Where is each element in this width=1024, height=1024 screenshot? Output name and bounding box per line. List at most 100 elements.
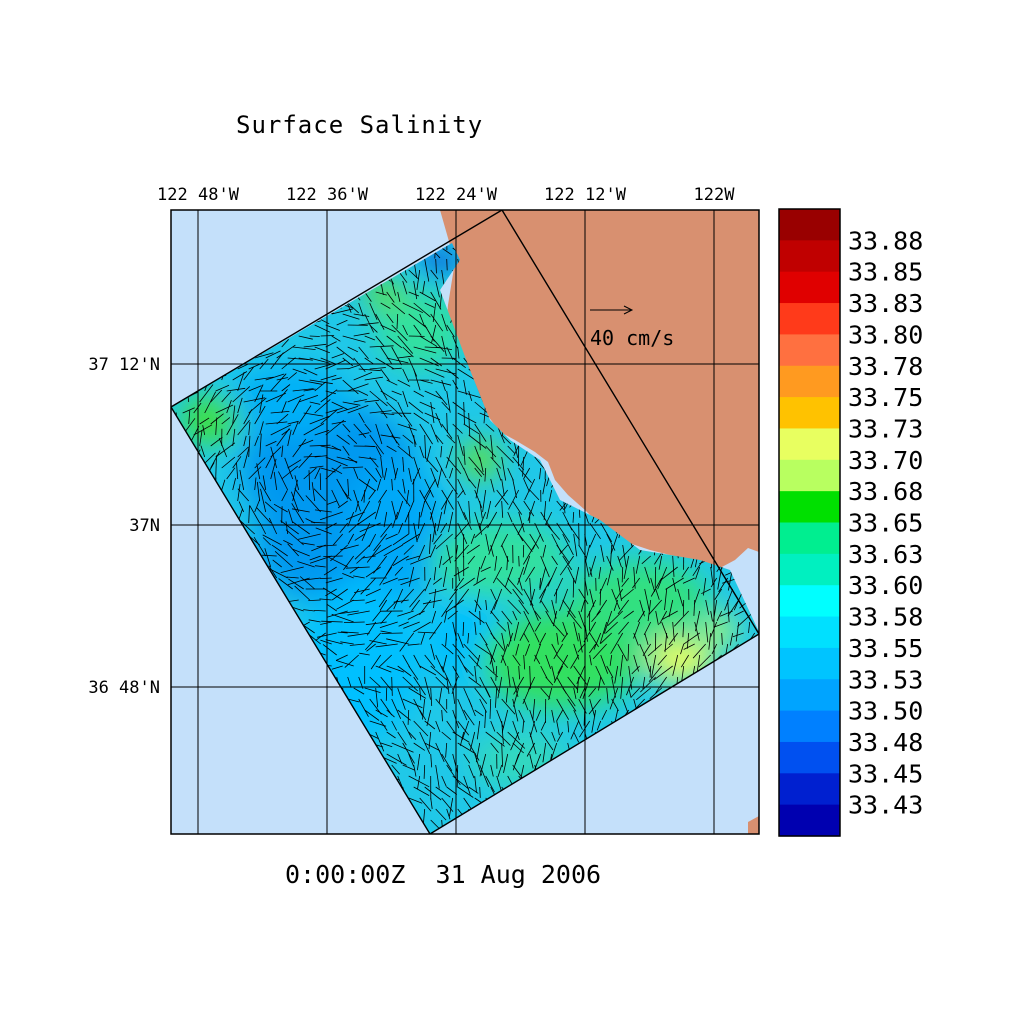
current-vector <box>615 588 624 600</box>
current-vector <box>556 709 564 722</box>
current-vector <box>443 500 448 515</box>
colorbar-swatch <box>779 553 840 586</box>
current-vector <box>507 511 513 523</box>
current-vector <box>430 643 436 660</box>
current-vector <box>545 676 554 686</box>
current-vector <box>523 500 535 517</box>
current-vector <box>576 676 580 694</box>
current-vector <box>441 489 454 510</box>
current-vector <box>411 599 421 611</box>
current-vector <box>457 654 468 673</box>
current-vector <box>626 676 635 696</box>
current-vector <box>386 709 395 718</box>
current-vector <box>463 423 481 435</box>
current-vector <box>309 555 332 564</box>
current-vector <box>452 731 470 743</box>
current-vector <box>618 621 630 635</box>
current-vector <box>364 357 374 365</box>
current-vector <box>323 566 337 576</box>
current-vector <box>714 588 723 600</box>
current-vector <box>413 456 421 479</box>
current-vector <box>589 654 592 666</box>
current-vector <box>288 578 304 590</box>
current-vector <box>610 533 619 555</box>
current-vector <box>446 676 450 694</box>
current-vector <box>347 511 355 527</box>
current-vector <box>591 709 597 733</box>
current-vector <box>364 313 375 333</box>
current-vector <box>591 610 602 622</box>
current-vector <box>445 445 454 469</box>
current-vector <box>651 654 657 678</box>
current-vector <box>391 698 402 719</box>
current-vector <box>326 603 337 612</box>
current-vector <box>369 456 379 468</box>
current-vector <box>221 479 226 491</box>
current-vector <box>248 421 251 436</box>
current-vector <box>644 588 650 612</box>
current-vector <box>232 371 248 381</box>
current-vector <box>658 555 663 570</box>
current-vector <box>320 357 336 365</box>
current-vector <box>463 775 471 795</box>
current-vector <box>226 467 236 480</box>
current-vector <box>482 489 487 513</box>
current-vector <box>523 555 531 575</box>
current-vector <box>548 687 553 701</box>
current-vector <box>386 445 397 453</box>
current-vector <box>254 457 266 469</box>
current-vector <box>381 632 403 634</box>
current-vector <box>507 467 514 481</box>
current-vector <box>463 467 470 482</box>
current-vector <box>519 621 531 641</box>
current-vector <box>337 500 348 509</box>
current-vector <box>281 401 287 414</box>
current-vector <box>551 665 556 682</box>
current-vector <box>237 371 245 392</box>
current-vector <box>409 588 426 608</box>
current-vector <box>396 500 404 520</box>
current-vector <box>448 511 454 533</box>
current-vector <box>642 643 652 657</box>
colorbar-label: 33.75 <box>848 383 923 412</box>
current-vector <box>603 610 613 634</box>
current-vector <box>364 445 375 447</box>
current-vector <box>589 522 601 540</box>
current-vector <box>320 374 337 381</box>
current-vector <box>489 698 492 719</box>
colorbar-swatch <box>779 585 840 618</box>
current-vector <box>633 632 639 646</box>
colorbar-swatch <box>779 303 840 335</box>
current-vector <box>408 665 419 680</box>
current-vector <box>446 720 456 735</box>
current-vector <box>232 386 251 403</box>
current-vector <box>325 359 346 370</box>
current-vector <box>668 599 674 618</box>
current-vector <box>729 632 734 646</box>
current-vector <box>462 621 465 637</box>
current-vector <box>353 687 365 695</box>
current-vector <box>386 731 396 739</box>
current-vector <box>375 709 388 718</box>
current-vector <box>254 384 264 403</box>
current-vector <box>232 456 242 469</box>
current-vector <box>496 577 512 595</box>
current-vector <box>402 654 411 668</box>
current-vector <box>490 544 494 557</box>
current-vector <box>308 599 321 601</box>
current-vector <box>567 522 580 541</box>
current-vector <box>468 412 471 437</box>
current-vector <box>512 698 519 722</box>
current-vector <box>199 384 214 403</box>
current-vector <box>397 610 414 617</box>
current-vector <box>391 434 400 446</box>
current-vector <box>402 280 408 295</box>
current-vector <box>600 654 609 674</box>
current-vector <box>503 753 509 773</box>
current-vector <box>361 478 371 502</box>
current-vector <box>540 731 554 751</box>
current-vector <box>468 764 475 779</box>
current-vector <box>402 478 406 494</box>
current-vector <box>309 335 320 337</box>
